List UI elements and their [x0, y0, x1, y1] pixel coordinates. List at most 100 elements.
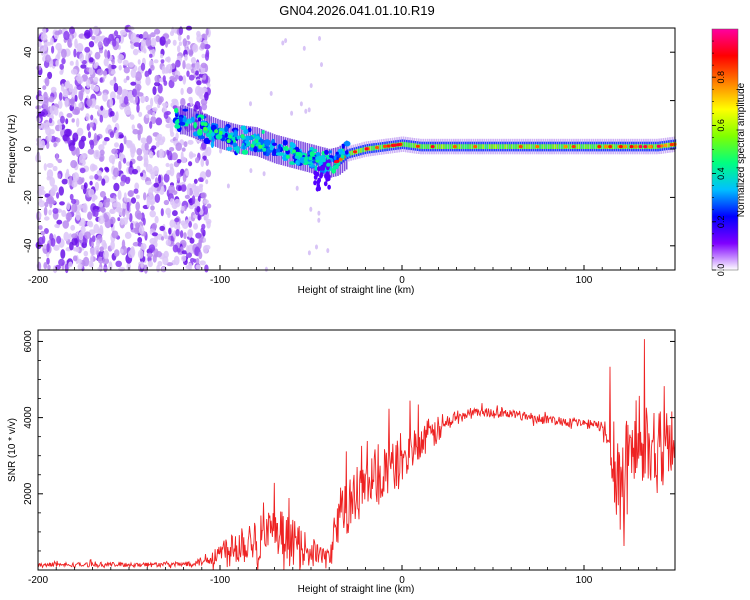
ridge-core	[410, 142, 412, 148]
noise-blob	[123, 135, 127, 145]
ridge-peak	[382, 144, 387, 148]
y-tick-label: 6000	[23, 330, 34, 353]
noise-blob	[184, 54, 188, 61]
ridge-band	[426, 138, 429, 155]
noise-blob	[105, 110, 109, 114]
noise-blob	[178, 75, 183, 82]
noise-blob	[54, 106, 59, 116]
ridge-blob	[315, 156, 320, 161]
ridge-band	[509, 138, 512, 155]
ridge-core	[491, 144, 493, 149]
noise-blob	[178, 41, 182, 46]
ridge-blob	[332, 165, 337, 170]
noise-blob	[204, 264, 209, 273]
ridge-band	[525, 138, 527, 155]
noise-blob	[204, 52, 210, 61]
noise-blob	[226, 183, 230, 189]
ridge-band	[594, 138, 597, 155]
noise-blob	[72, 172, 80, 182]
noise-blob	[102, 140, 107, 146]
noise-blob	[100, 206, 106, 214]
noise-blob	[153, 59, 159, 64]
noise-blob	[150, 205, 155, 211]
ridge-core	[371, 145, 373, 151]
noise-blob	[188, 161, 193, 167]
noise-blob	[149, 121, 153, 129]
noise-blob	[37, 185, 45, 191]
noise-blob	[186, 252, 192, 258]
ridge-blob	[321, 158, 326, 163]
noise-blob	[175, 59, 181, 68]
ridge-blob	[215, 134, 223, 140]
ridge-band	[529, 138, 531, 155]
ridge-band	[584, 138, 586, 155]
spectrogram-y-ticks: -40 -20 0 20 40	[23, 39, 675, 259]
noise-blob	[163, 111, 169, 119]
ridge-peak	[623, 145, 628, 149]
noise-blob	[69, 175, 73, 186]
noise-blob	[57, 100, 63, 109]
ridge-band	[330, 148, 333, 178]
noise-blob	[182, 75, 187, 85]
noise-blob	[299, 101, 303, 107]
spectrogram-y-axis-label: Frequency (Hz)	[7, 115, 18, 184]
noise-blob	[126, 262, 131, 271]
snr-series-line	[37, 339, 676, 571]
ridge-band	[507, 138, 510, 155]
noise-blob	[160, 53, 164, 59]
noise-blob	[157, 97, 163, 105]
spectrogram-ridge	[172, 105, 677, 192]
ridge-band	[577, 138, 579, 155]
noise-blob	[58, 123, 63, 132]
ridge-blob	[285, 154, 290, 159]
noise-blob	[111, 230, 119, 239]
noise-blob	[219, 148, 223, 154]
noise-blob	[189, 237, 195, 244]
ridge-band	[581, 138, 584, 155]
noise-blob	[56, 219, 63, 225]
noise-blob	[47, 195, 54, 204]
ridge-band	[370, 140, 372, 157]
ridge-blob	[263, 139, 271, 146]
noise-blob	[45, 54, 51, 63]
noise-blob	[193, 258, 197, 263]
noise-blob	[148, 187, 154, 197]
colorbar-tick-label: 0.0	[716, 264, 726, 277]
noise-blob	[92, 25, 100, 36]
noise-blob	[102, 242, 108, 250]
noise-blob	[150, 64, 155, 71]
ridge-core	[425, 144, 428, 149]
noise-blob	[112, 38, 117, 47]
ridge-blob	[250, 143, 255, 148]
ridge-core	[655, 144, 657, 149]
ridge-peak	[663, 143, 668, 147]
noise-blob	[131, 143, 136, 153]
noise-blob	[96, 35, 103, 42]
noise-blob	[262, 171, 266, 177]
ridge-blob	[175, 114, 179, 118]
noise-blob	[195, 85, 202, 96]
noise-blob	[150, 37, 157, 48]
ridge-band	[667, 137, 669, 153]
ridge-band	[378, 139, 381, 155]
ridge-blob	[198, 135, 206, 140]
noise-blob	[45, 126, 51, 136]
noise-blob	[138, 225, 145, 235]
noise-blob	[54, 223, 60, 228]
noise-blob	[72, 132, 79, 142]
ridge-peak	[333, 160, 338, 164]
noise-blob	[97, 41, 103, 49]
ridge-blob	[326, 162, 331, 167]
noise-blob	[127, 190, 134, 197]
noise-blob	[80, 64, 87, 69]
y-tick-label: 40	[23, 46, 34, 58]
noise-blob	[201, 53, 206, 59]
noise-blob	[66, 168, 70, 177]
noise-blob	[109, 98, 113, 108]
noise-blob	[89, 175, 94, 180]
ridge-core	[460, 144, 463, 149]
ridge-blob	[312, 148, 318, 152]
noise-blob	[135, 222, 140, 229]
noise-blob	[144, 142, 149, 151]
noise-blob	[78, 204, 84, 209]
